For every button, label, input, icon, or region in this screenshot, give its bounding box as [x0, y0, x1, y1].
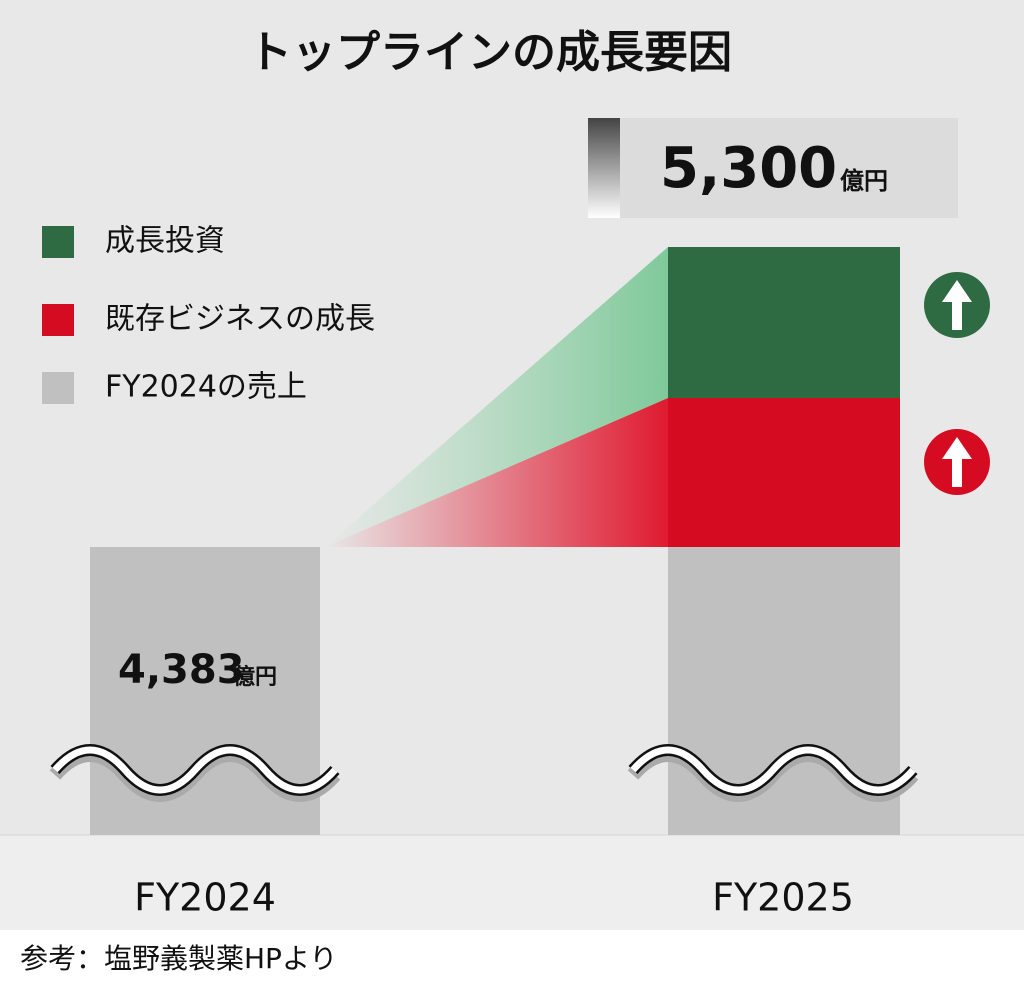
axis-band [0, 835, 1024, 930]
axis-break [627, 744, 919, 802]
total-unit: 億円 [840, 167, 888, 195]
source-note: 参考：塩野義製薬HPより [20, 942, 337, 975]
category-label: FY2024 [134, 876, 276, 920]
growth-wedge [325, 398, 668, 547]
axis-break [49, 744, 341, 802]
total-box [588, 118, 958, 218]
total-value: 5,300 [660, 136, 837, 201]
bar-segment [668, 398, 900, 547]
bar-segment [668, 247, 900, 398]
legend-label: 既存ビジネスの成長 [105, 302, 375, 337]
legend-swatch [42, 304, 74, 336]
title: トップラインの成長要因 [248, 27, 732, 78]
legend-swatch [42, 226, 74, 258]
category-label: FY2025 [712, 876, 854, 920]
legend-label: FY2024の売上 [105, 370, 307, 405]
legend-label: 成長投資 [105, 224, 225, 259]
growth-wedge [325, 247, 668, 547]
legend-swatch [42, 372, 74, 404]
base-unit: 億円 [233, 664, 277, 690]
total-strip [588, 118, 620, 218]
up-arrow-icon [924, 272, 990, 338]
up-arrow-icon [924, 429, 990, 495]
base-value: 4,383 [118, 647, 245, 693]
